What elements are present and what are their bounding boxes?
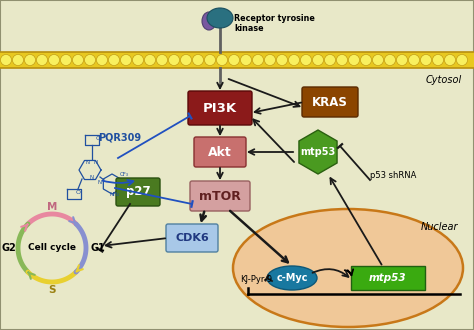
Circle shape: [361, 54, 372, 65]
Circle shape: [312, 54, 323, 65]
Text: G2: G2: [1, 243, 17, 253]
Text: KRAS: KRAS: [312, 95, 348, 109]
Circle shape: [253, 54, 264, 65]
Circle shape: [25, 54, 36, 65]
Text: N: N: [90, 175, 94, 180]
Text: Cell cycle: Cell cycle: [28, 244, 76, 252]
Circle shape: [156, 54, 167, 65]
Circle shape: [384, 54, 395, 65]
FancyBboxPatch shape: [188, 91, 252, 125]
Circle shape: [409, 54, 419, 65]
Text: p53 shRNA: p53 shRNA: [370, 171, 416, 180]
Circle shape: [36, 54, 47, 65]
Text: PI3K: PI3K: [203, 102, 237, 115]
Ellipse shape: [207, 8, 233, 28]
Text: Akt: Akt: [208, 146, 232, 158]
FancyBboxPatch shape: [190, 181, 250, 211]
Circle shape: [445, 54, 456, 65]
Ellipse shape: [202, 12, 216, 30]
Text: N: N: [86, 160, 90, 165]
Text: PQR309: PQR309: [98, 132, 141, 142]
Text: mTOR: mTOR: [199, 189, 241, 203]
Circle shape: [133, 54, 144, 65]
FancyBboxPatch shape: [302, 87, 358, 117]
Circle shape: [109, 54, 119, 65]
Text: CDK6: CDK6: [175, 233, 209, 243]
FancyBboxPatch shape: [351, 266, 425, 290]
Circle shape: [181, 54, 191, 65]
Text: p27: p27: [126, 185, 150, 199]
Circle shape: [276, 54, 288, 65]
Circle shape: [145, 54, 155, 65]
Circle shape: [48, 54, 60, 65]
Text: N: N: [98, 180, 102, 185]
Circle shape: [301, 54, 311, 65]
Text: NH₂: NH₂: [110, 192, 120, 197]
Circle shape: [0, 54, 11, 65]
Text: M: M: [47, 202, 57, 212]
Circle shape: [84, 54, 95, 65]
Text: S: S: [48, 285, 56, 295]
Circle shape: [325, 54, 336, 65]
Circle shape: [337, 54, 347, 65]
Circle shape: [456, 54, 467, 65]
Circle shape: [120, 54, 131, 65]
FancyBboxPatch shape: [194, 137, 246, 167]
Circle shape: [204, 54, 216, 65]
Circle shape: [348, 54, 359, 65]
Circle shape: [240, 54, 252, 65]
Text: KJ-Pyr-9: KJ-Pyr-9: [240, 276, 272, 284]
Circle shape: [97, 54, 108, 65]
Circle shape: [373, 54, 383, 65]
Text: c-Myc: c-Myc: [276, 273, 308, 283]
Text: Receptor tyrosine
kinase: Receptor tyrosine kinase: [234, 14, 315, 33]
FancyBboxPatch shape: [116, 178, 160, 206]
Circle shape: [61, 54, 72, 65]
Ellipse shape: [233, 209, 463, 327]
Text: N: N: [94, 160, 98, 165]
Bar: [0, 52, 474, 68]
Text: G1: G1: [91, 243, 105, 253]
Text: Cytosol: Cytosol: [426, 75, 462, 85]
Circle shape: [396, 54, 408, 65]
Circle shape: [73, 54, 83, 65]
Text: CF₃: CF₃: [120, 172, 129, 177]
Text: mtp53: mtp53: [369, 273, 407, 283]
Text: mtp53: mtp53: [301, 147, 336, 157]
Circle shape: [420, 54, 431, 65]
Text: O: O: [95, 136, 100, 141]
Ellipse shape: [267, 266, 317, 290]
Circle shape: [12, 54, 24, 65]
Text: O: O: [75, 189, 81, 194]
Circle shape: [228, 54, 239, 65]
Circle shape: [432, 54, 444, 65]
FancyBboxPatch shape: [166, 224, 218, 252]
Circle shape: [289, 54, 300, 65]
Circle shape: [168, 54, 180, 65]
Polygon shape: [299, 130, 337, 174]
Circle shape: [264, 54, 275, 65]
Text: Nuclear: Nuclear: [420, 222, 458, 232]
Circle shape: [192, 54, 203, 65]
Circle shape: [217, 54, 228, 65]
